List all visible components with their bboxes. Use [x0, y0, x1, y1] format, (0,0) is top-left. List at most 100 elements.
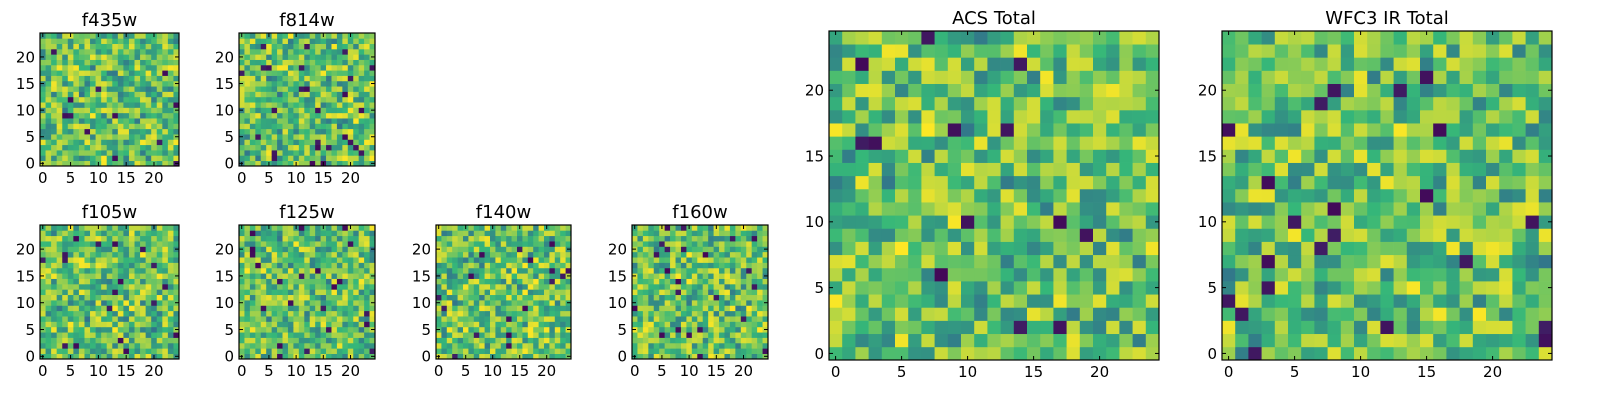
heatmap-cell — [51, 97, 57, 103]
heatmap-cell — [331, 92, 337, 98]
heatmap-cell — [1067, 57, 1081, 71]
heatmap-cell — [266, 86, 272, 92]
heatmap-cell — [533, 236, 539, 242]
heatmap-cell — [724, 348, 730, 354]
heatmap-cell — [676, 295, 682, 301]
heatmap-cell — [244, 155, 250, 161]
heatmap-cell — [908, 294, 922, 308]
heatmap-cell — [342, 305, 348, 311]
heatmap-cell — [730, 225, 736, 231]
heatmap-cell — [277, 263, 283, 269]
heatmap-cell — [68, 76, 74, 82]
heatmap-cell — [331, 81, 337, 87]
heatmap-cell — [342, 118, 348, 124]
heatmap-cell — [321, 289, 327, 295]
heatmap-cell — [123, 327, 129, 333]
heatmap-cell — [961, 123, 975, 137]
heatmap-cell — [1053, 44, 1067, 58]
heatmap-cell — [659, 268, 665, 274]
heatmap-cell — [447, 289, 453, 295]
heatmap-cell — [528, 273, 534, 279]
heatmap-cell — [708, 295, 714, 301]
heatmap-cell — [79, 263, 85, 269]
heatmap-cell — [255, 343, 261, 349]
heatmap-cell — [364, 76, 370, 82]
heatmap-cell — [359, 305, 365, 311]
heatmap-cell — [452, 236, 458, 242]
heatmap-cell — [539, 338, 545, 344]
heatmap-cell — [266, 246, 272, 252]
heatmap-cell — [96, 257, 102, 263]
x-tick-label: 5 — [66, 169, 76, 187]
heatmap-cell — [490, 311, 496, 317]
heatmap-cell — [73, 33, 79, 39]
heatmap-cell — [533, 241, 539, 247]
heatmap-cell — [140, 321, 146, 327]
heatmap-cell — [1354, 215, 1368, 229]
heatmap-cell — [436, 284, 442, 290]
heatmap-cell — [1499, 281, 1513, 295]
heatmap-cell — [321, 92, 327, 98]
x-tick-label: 15 — [510, 362, 529, 380]
heatmap-cell — [261, 343, 267, 349]
heatmap-cell — [632, 338, 638, 344]
heatmap-cell — [1040, 149, 1054, 163]
heatmap-cell — [752, 311, 758, 317]
heatmap-cell — [157, 230, 163, 236]
heatmap-cell — [331, 289, 337, 295]
heatmap-cell — [1146, 307, 1160, 321]
heatmap-cell — [436, 289, 442, 295]
heatmap-cell — [436, 311, 442, 317]
heatmap-cell — [40, 129, 46, 135]
heatmap-cell — [1040, 215, 1054, 229]
heatmap-cell — [1053, 189, 1067, 203]
heatmap-cell — [140, 81, 146, 87]
heatmap-cell — [348, 76, 354, 82]
heatmap-cell — [162, 230, 168, 236]
heatmap-cell — [79, 273, 85, 279]
heatmap-cell — [719, 332, 725, 338]
y-tick-label: 5 — [224, 128, 234, 146]
heatmap-cell — [123, 305, 129, 311]
heatmap-cell — [539, 289, 545, 295]
heatmap-cell — [485, 289, 491, 295]
heatmap-cell — [1420, 268, 1434, 282]
heatmap-cell — [261, 327, 267, 333]
heatmap-cell — [632, 295, 638, 301]
heatmap-cell — [331, 327, 337, 333]
heatmap-cell — [140, 97, 146, 103]
heatmap-cell — [359, 92, 365, 98]
heatmap-cell — [96, 150, 102, 156]
heatmap-cell — [364, 343, 370, 349]
heatmap-cell — [250, 257, 256, 263]
heatmap-cell — [162, 54, 168, 60]
heatmap-cell — [555, 295, 561, 301]
heatmap-cell — [549, 295, 555, 301]
heatmap-cell — [283, 123, 289, 129]
heatmap-cell — [46, 311, 52, 317]
heatmap-cell — [752, 230, 758, 236]
heatmap-cell — [310, 97, 316, 103]
heatmap-cell — [1354, 307, 1368, 321]
heatmap-cell — [321, 241, 327, 247]
heatmap-cell — [112, 300, 118, 306]
heatmap-cell — [348, 338, 354, 344]
heatmap-cell — [703, 295, 709, 301]
heatmap-cell — [364, 139, 370, 145]
heatmap-cell — [495, 241, 501, 247]
heatmap-cell — [250, 230, 256, 236]
heatmap-cell — [293, 300, 299, 306]
heatmap-cell — [84, 65, 90, 71]
heatmap-cell — [468, 225, 474, 231]
heatmap-cell — [68, 252, 74, 258]
heatmap-cell — [643, 316, 649, 322]
heatmap-cell — [974, 347, 988, 361]
heatmap-cell — [1119, 70, 1133, 84]
heatmap-cell — [528, 295, 534, 301]
heatmap-cell — [342, 289, 348, 295]
heatmap-cell — [1473, 176, 1487, 190]
heatmap-cell — [168, 139, 174, 145]
heatmap-cell — [310, 321, 316, 327]
heatmap-cell — [895, 215, 909, 229]
heatmap-cell — [337, 44, 343, 50]
